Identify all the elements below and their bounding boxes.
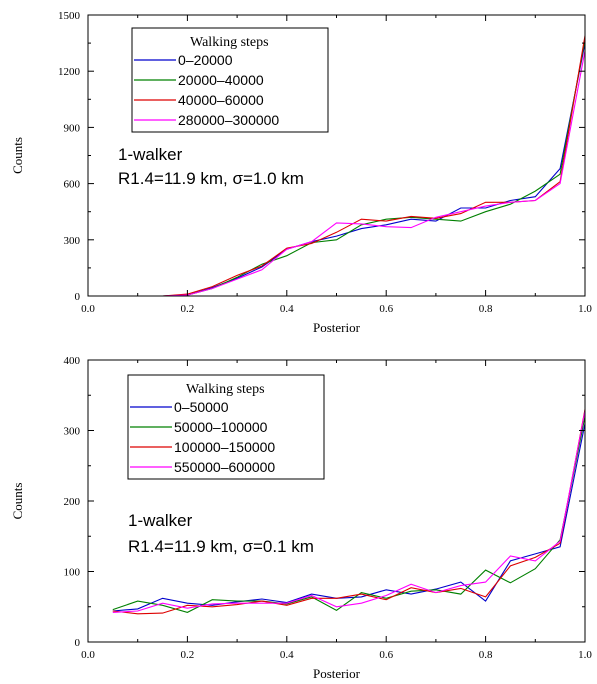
series-line-4 <box>112 410 586 613</box>
x-tick-label: 0.2 <box>181 303 195 315</box>
legend-entry-2: 20000–40000 <box>178 72 264 88</box>
annotation-2: R1.4=11.9 km, σ=1.0 km <box>118 169 304 188</box>
series-line-2 <box>112 416 586 613</box>
y-axis-label: Counts <box>10 483 25 520</box>
y-tick-label: 0 <box>75 291 81 303</box>
x-axis-label: Posterior <box>313 320 361 335</box>
annotation-1: 1-walker <box>118 145 183 164</box>
legend-entry-1: 0–50000 <box>174 399 229 415</box>
series-line-1 <box>112 423 586 612</box>
annotation-2: R1.4=11.9 km, σ=0.1 km <box>128 537 314 556</box>
legend-title: Walking steps <box>186 382 265 397</box>
x-tick-label: 0.8 <box>479 303 493 315</box>
series-line-3 <box>112 409 586 615</box>
legend-entry-4: 550000–600000 <box>174 459 275 475</box>
x-tick-label: 0.8 <box>479 649 493 661</box>
x-tick-label: 1.0 <box>578 649 592 661</box>
y-tick-label: 300 <box>64 426 81 438</box>
legend: Walking steps 0–20000 20000–40000 40000–600… <box>131 27 329 133</box>
legend-entry-3: 40000–60000 <box>178 92 264 108</box>
y-tick-label: 600 <box>64 179 81 191</box>
x-tick-label: 0.4 <box>280 303 294 315</box>
y-tick-label: 300 <box>64 235 81 247</box>
bottom-chart-panel: 0.0 0.2 0.4 0.6 0.8 1.0 0 100 200 300 400 Posterior… <box>10 355 592 681</box>
y-tick-label: 400 <box>64 355 81 367</box>
x-tick-label: 1.0 <box>578 303 592 315</box>
y-tick-label: 1200 <box>58 66 81 78</box>
top-chart-panel: 0.0 0.2 0.4 0.6 0.8 1.0 0 300 600 900 1200 1500 Post… <box>10 10 592 335</box>
legend-entry-3: 100000–150000 <box>174 439 275 455</box>
legend-entry-4: 280000–300000 <box>178 112 279 128</box>
y-tick-label: 900 <box>64 122 81 134</box>
y-tick-label: 0 <box>75 637 81 649</box>
legend-title: Walking steps <box>190 35 269 50</box>
y-axis-label: Counts <box>10 137 25 174</box>
legend-entry-1: 0–20000 <box>178 52 233 68</box>
x-tick-label: 0.0 <box>81 303 95 315</box>
y-tick-label: 200 <box>64 496 81 508</box>
legend-entry-2: 50000–100000 <box>174 419 268 435</box>
x-tick-label: 0.2 <box>181 649 195 661</box>
legend: Walking steps 0–50000 50000–100000 100000–1… <box>127 374 325 480</box>
annotation-1: 1-walker <box>128 511 193 530</box>
x-tick-label: 0.0 <box>81 649 95 661</box>
x-tick-label: 0.6 <box>379 649 393 661</box>
x-axis-label: Posterior <box>313 666 361 681</box>
x-tick-label: 0.6 <box>379 303 393 315</box>
y-tick-label: 1500 <box>58 10 81 22</box>
series-line-4 <box>162 50 586 297</box>
x-tick-label: 0.4 <box>280 649 294 661</box>
y-tick-label: 100 <box>64 567 81 579</box>
